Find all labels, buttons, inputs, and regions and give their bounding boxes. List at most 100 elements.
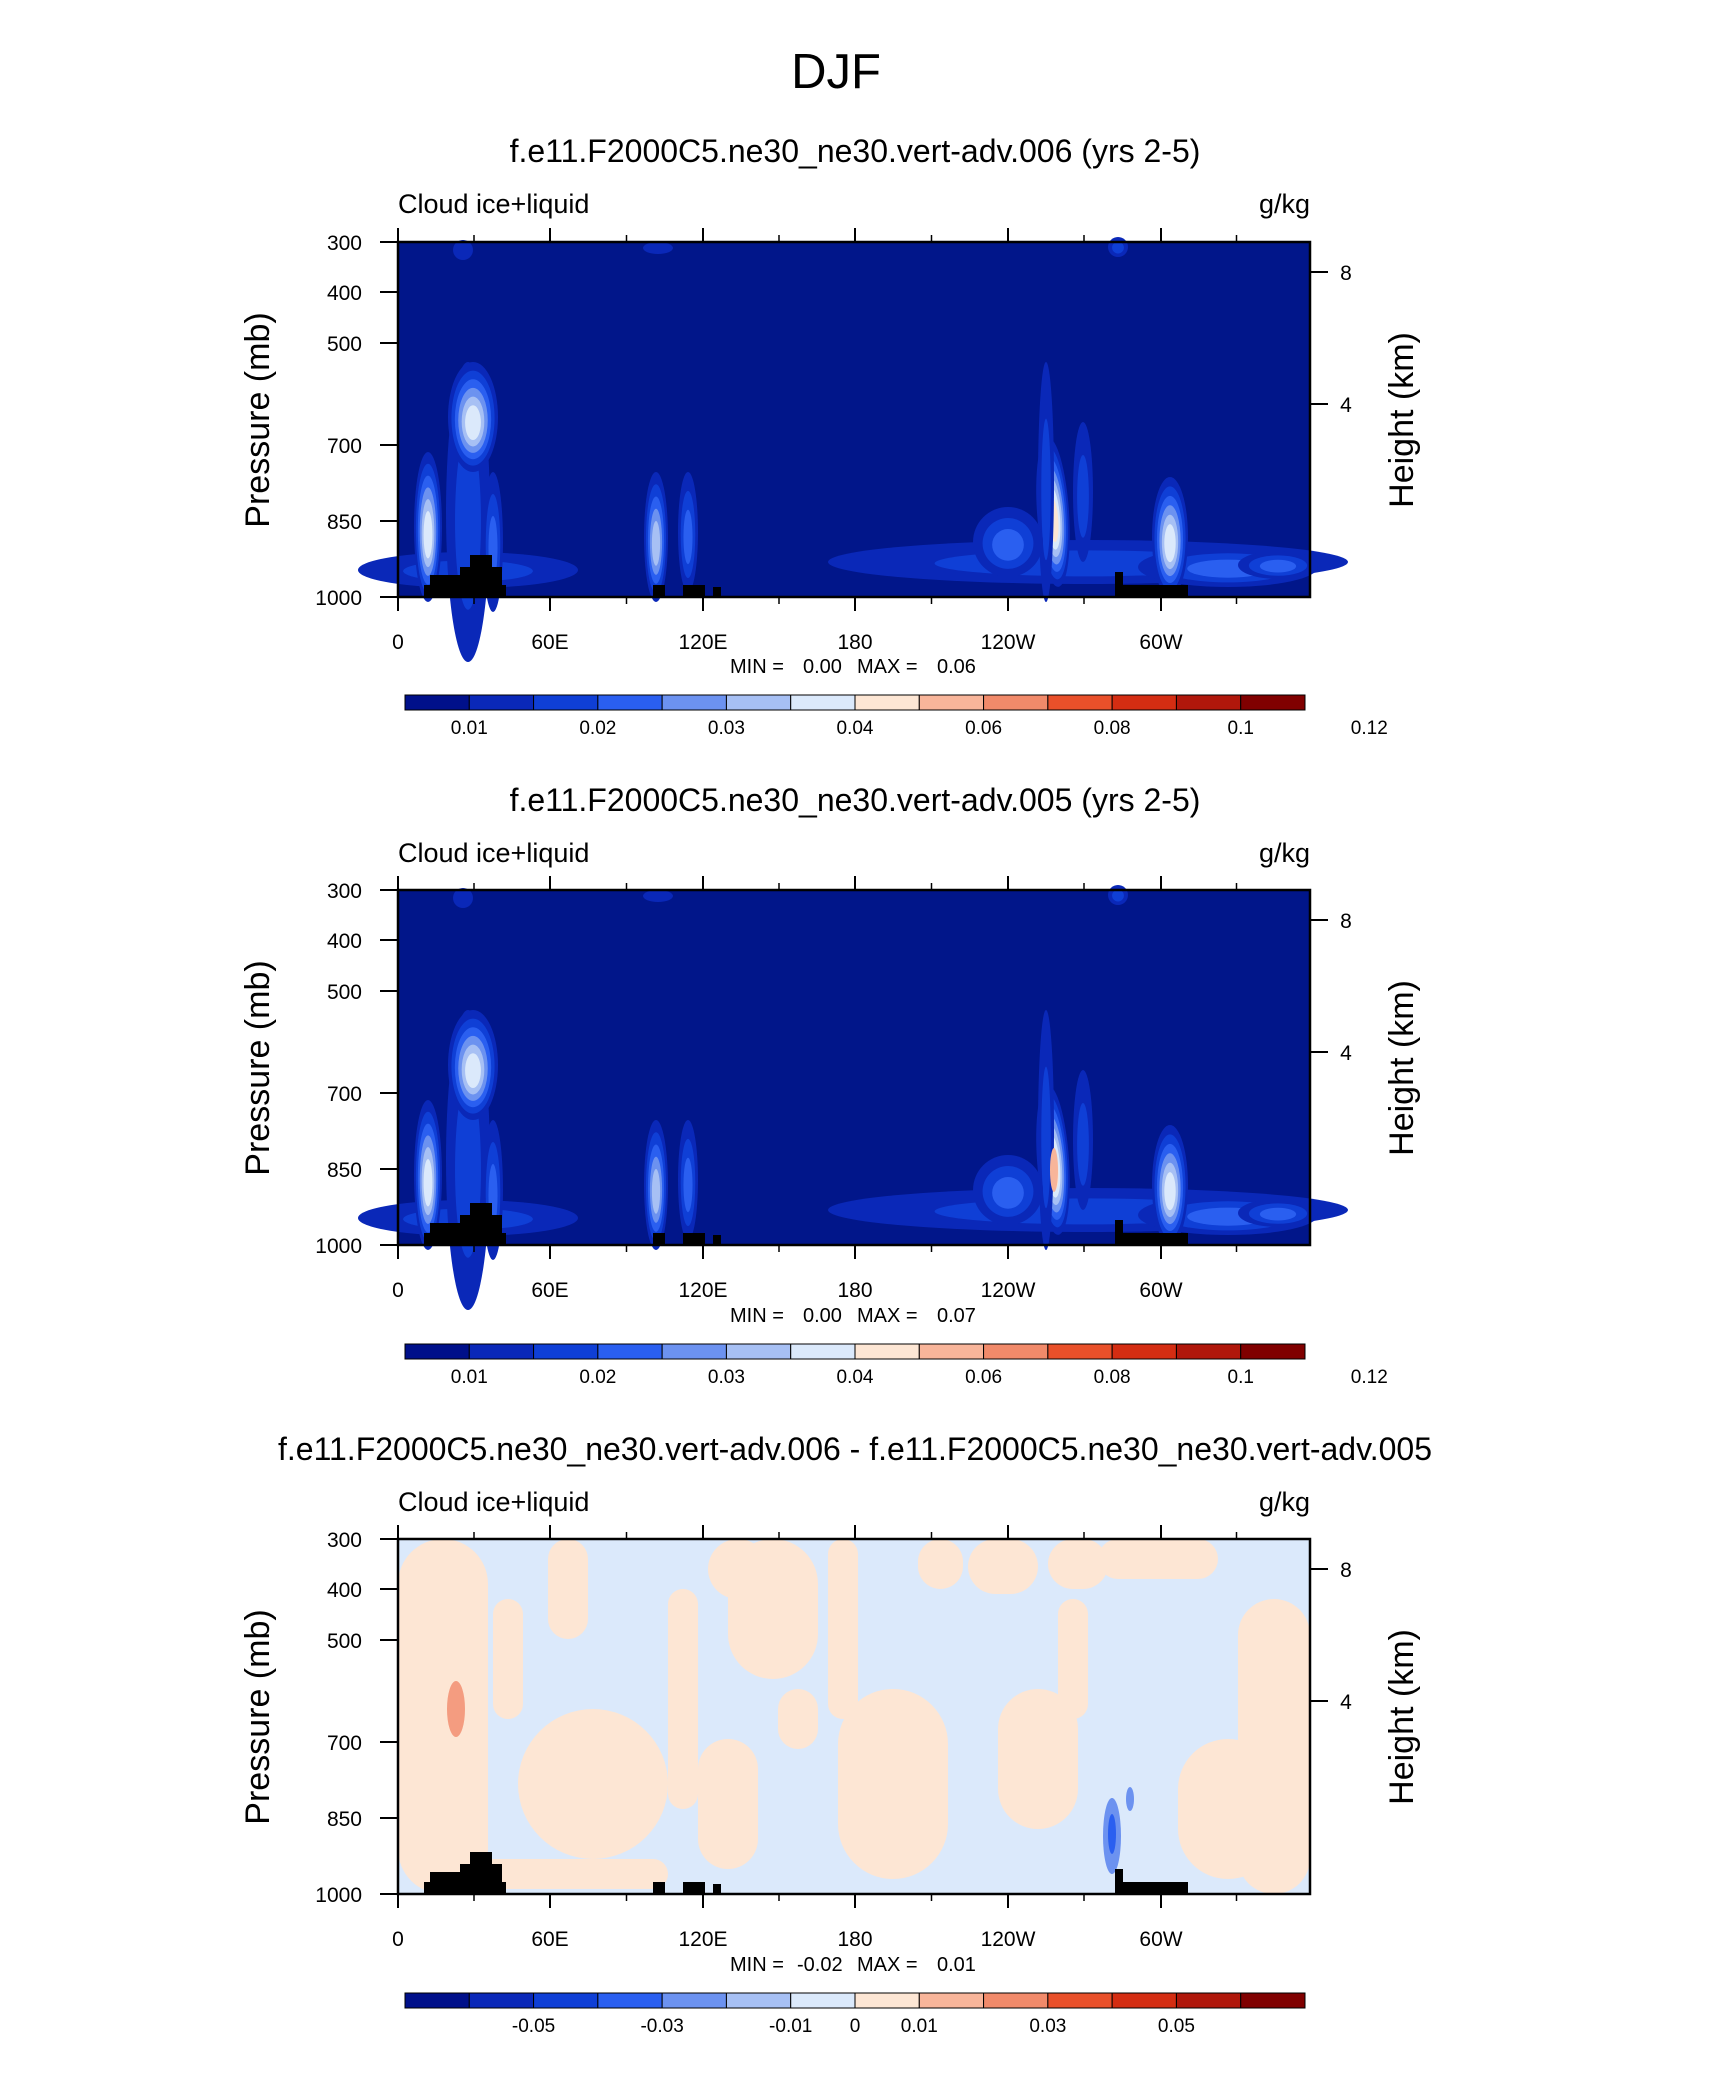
contour-region	[651, 1169, 661, 1214]
contour-region	[643, 890, 673, 902]
panel-3-ylabel: Pressure (mb)	[239, 1609, 277, 1824]
y-tick-label: 700	[327, 435, 362, 458]
panel-1-axes: 0 60E 120E 180 120W 60W 300 400 500 700 850 1000 8 4	[315, 228, 1352, 654]
topography-block	[430, 1223, 460, 1245]
topography-block	[1118, 1233, 1188, 1245]
colorbar-swatch	[854, 1343, 920, 1360]
colorbar-swatch	[790, 1992, 856, 2009]
topography-block	[470, 1203, 492, 1245]
y-tick-label: 500	[327, 1630, 362, 1653]
topography-block	[1115, 572, 1123, 597]
x-tick-label: 180	[837, 1279, 872, 1302]
colorbar-label: 0.04	[837, 1367, 874, 1388]
topography-block	[430, 1872, 460, 1894]
colorbar-label: 0.02	[579, 718, 616, 739]
y-tick-label: 300	[327, 880, 362, 903]
topography-block	[492, 567, 502, 597]
contour-region	[918, 1539, 963, 1589]
topography-block	[430, 575, 460, 597]
panel-1-ylabel: Pressure (mb)	[239, 312, 277, 527]
y-tick-label: 850	[327, 1159, 362, 1182]
colorbar-swatch	[790, 694, 856, 711]
panel-3: f.e11.F2000C5.ne30_ne30.vert-adv.006 - f…	[239, 1431, 1432, 2037]
panel-3-plot-area: 0 60E 120E 180 120W 60W 300 400 500 700 850 1000 8 4	[315, 1525, 1352, 1951]
colorbar-label: 0.02	[579, 1367, 616, 1388]
panel-3-stats: MIN = -0.02 MAX = 0.01	[730, 1954, 976, 1976]
contour-region	[1112, 889, 1124, 902]
colorbar-label: 0.12	[1351, 718, 1388, 739]
colorbar-swatch	[1111, 694, 1177, 711]
panel-2-stats: MIN = 0.00 MAX = 0.07	[730, 1305, 976, 1327]
colorbar-label: 0.03	[708, 718, 745, 739]
y2-tick-label: 4	[1340, 1691, 1352, 1714]
colorbar-swatch	[1240, 1992, 1306, 2009]
x-tick-label: 180	[837, 1928, 872, 1951]
topography-block	[1115, 1220, 1123, 1245]
y-tick-label: 700	[327, 1083, 362, 1106]
panel-1-units: g/kg	[1259, 189, 1310, 219]
x-tick-label: 60W	[1139, 631, 1182, 654]
colorbar-label: 0.08	[1094, 1367, 1131, 1388]
colorbar-swatch	[1240, 1343, 1306, 1360]
y-tick-label: 400	[327, 930, 362, 953]
colorbar-swatch	[854, 694, 920, 711]
colorbar-swatch	[983, 1343, 1049, 1360]
colorbar-swatch	[468, 694, 535, 711]
y-tick-label: 1000	[315, 1884, 362, 1907]
panel-3-contours	[398, 1539, 1310, 1894]
y-tick-label: 300	[327, 1529, 362, 1552]
topography-block	[424, 585, 430, 597]
contour-region	[828, 1539, 858, 1719]
topography-block	[653, 585, 665, 597]
colorbar-swatch	[661, 1992, 727, 2009]
colorbar-swatch	[404, 1343, 470, 1360]
colorbar-swatch	[1111, 1343, 1177, 1360]
contour-region	[1126, 1787, 1134, 1811]
colorbar-label: 0.06	[965, 718, 1002, 739]
colorbar-swatch	[1047, 694, 1113, 711]
topography-block	[653, 1882, 665, 1894]
contour-region	[465, 1053, 481, 1089]
topography-block	[460, 1864, 470, 1894]
contour-region	[453, 888, 473, 908]
topography-block	[492, 1864, 502, 1894]
y2-tick-label: 8	[1340, 910, 1352, 933]
colorbar-swatch	[1240, 694, 1306, 711]
topography-block	[502, 1882, 506, 1894]
contour-region	[423, 1158, 433, 1207]
colorbar-swatch	[404, 1992, 470, 2009]
panel-2-max-label: MAX =	[857, 1305, 918, 1327]
y-tick-label: 300	[327, 232, 362, 255]
contour-region	[683, 1157, 693, 1213]
panel-2: f.e11.F2000C5.ne30_ne30.vert-adv.005 (yr…	[239, 782, 1421, 1388]
contour-region	[1077, 455, 1089, 538]
colorbar-label: -0.01	[769, 2016, 812, 2037]
y2-tick-label: 4	[1340, 1042, 1352, 1065]
panel-1-topography	[424, 555, 1188, 597]
contour-region	[1164, 524, 1176, 563]
topography-block	[502, 1233, 506, 1245]
panel-2-topography	[424, 1203, 1188, 1245]
x-tick-label: 60W	[1139, 1279, 1182, 1302]
panel-1-min-value: 0.00	[803, 656, 842, 678]
colorbar-label: 0.03	[1029, 2016, 1066, 2037]
panel-3-max-label: MAX =	[857, 1954, 918, 1976]
contour-region	[992, 1177, 1024, 1209]
y-tick-label: 500	[327, 333, 362, 356]
colorbar-label: 0.12	[1351, 1367, 1388, 1388]
contour-region	[1108, 1814, 1116, 1854]
topography-block	[470, 555, 492, 597]
contour-region	[1041, 1066, 1051, 1209]
contour-region	[493, 1599, 523, 1719]
contour-region	[423, 510, 433, 559]
colorbar-label: 0.03	[708, 1367, 745, 1388]
colorbar-swatch	[725, 1992, 792, 2009]
y-tick-label: 850	[327, 1808, 362, 1831]
panel-1-max-value: 0.06	[937, 656, 976, 678]
panel-1-colorbar: 0.01 0.02 0.03 0.04 0.06 0.08 0.1 0.12	[404, 694, 1388, 739]
x-tick-label: 60W	[1139, 1928, 1182, 1951]
y2-tick-label: 4	[1340, 394, 1352, 417]
contour-region	[838, 1689, 948, 1879]
contour-region	[453, 240, 473, 260]
